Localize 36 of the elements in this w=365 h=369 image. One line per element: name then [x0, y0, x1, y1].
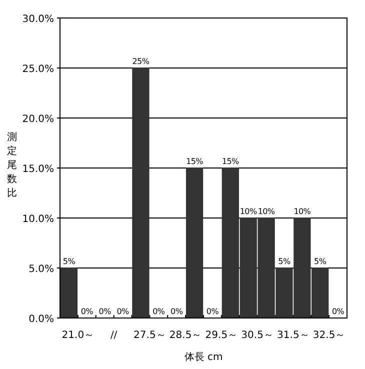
data-label: 0%	[170, 307, 184, 316]
data-label: 0%	[116, 307, 130, 316]
data-label: 0%	[80, 307, 94, 316]
x-tick-label: 21.0～	[62, 330, 94, 341]
data-label: 0%	[332, 307, 345, 316]
bar	[132, 68, 150, 318]
y-tick-label: 30.0%	[22, 14, 54, 25]
x-tick-label: 29.5～	[205, 330, 238, 341]
x-tick-label: 30.5～	[241, 330, 274, 341]
data-label: 10%	[294, 207, 312, 216]
y-tick-label: 25.0%	[22, 64, 54, 75]
x-tick-label: //	[110, 330, 118, 341]
data-label: 10%	[240, 207, 258, 216]
data-label: 0%	[206, 307, 220, 316]
data-label: 15%	[222, 157, 240, 166]
data-label: 0%	[98, 307, 112, 316]
y-tick-label: 10.0%	[22, 214, 54, 225]
data-label: 25%	[132, 57, 150, 66]
y-tick-label: 15.0%	[22, 164, 54, 175]
y-tick-label: 5.0%	[28, 264, 54, 275]
data-label: 5%	[62, 257, 76, 266]
data-label: 5%	[314, 257, 327, 266]
x-tick-label: 32.5～	[312, 330, 346, 341]
x-axis-title: 体長 cm	[184, 351, 223, 363]
y-axis-title: 測定尾数比	[7, 131, 17, 199]
x-tick-label: 27.5～	[134, 330, 166, 341]
data-label: 15%	[186, 157, 204, 166]
data-label: 10%	[258, 207, 276, 216]
data-label: 5%	[278, 257, 291, 266]
y-tick-label: 0.0%	[28, 314, 54, 325]
bar	[60, 268, 78, 318]
data-label: 0%	[152, 307, 166, 316]
x-tick-label: 28.5～	[169, 330, 202, 341]
y-tick-label: 20.0%	[22, 114, 54, 125]
x-tick-label: 31.5～	[277, 330, 310, 341]
bar	[186, 168, 204, 318]
